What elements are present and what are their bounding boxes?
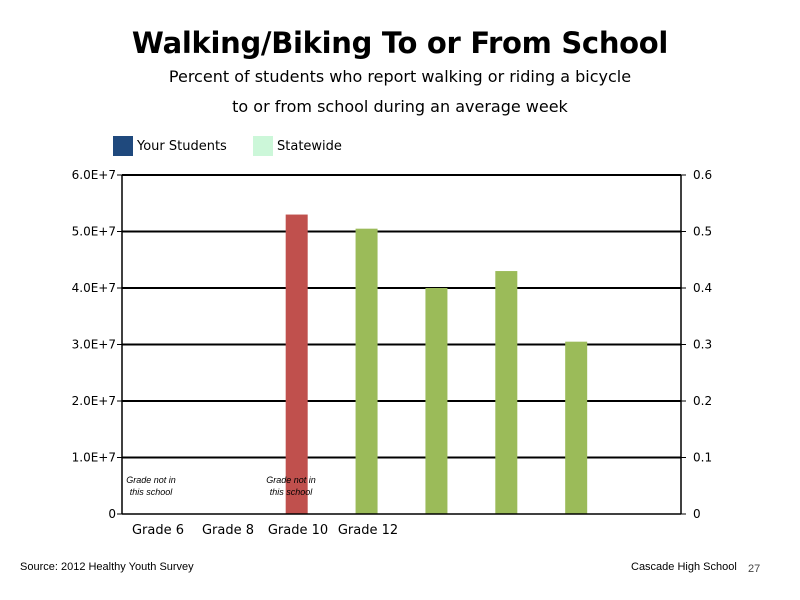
bar bbox=[565, 341, 588, 514]
legend-item-your-students: Your Students bbox=[113, 136, 227, 156]
legend-item-statewide: Statewide bbox=[253, 136, 342, 156]
left-axis-tick-label: 5.0E+7 bbox=[72, 225, 116, 239]
footer-school-name: Cascade High School bbox=[631, 561, 737, 573]
left-axis-tick-label: 6.0E+7 bbox=[72, 168, 116, 182]
chart-subtitle-line-1: Percent of students who report walking o… bbox=[168, 67, 632, 86]
legend-label-your-students: Your Students bbox=[137, 138, 227, 154]
x-axis-category-label: Grade 6 bbox=[132, 523, 184, 538]
x-axis-category-label: Grade 8 bbox=[202, 523, 254, 538]
grade-not-in-school-annotation: this school bbox=[270, 487, 314, 497]
left-axis-tick-label: 2.0E+7 bbox=[72, 394, 116, 408]
right-axis-tick-label: 0.2 bbox=[693, 394, 712, 408]
legend-label-statewide: Statewide bbox=[277, 138, 342, 154]
page-number: 27 bbox=[748, 563, 761, 575]
left-axis-tick-label: 1.0E+7 bbox=[72, 451, 116, 465]
right-axis-tick-label: 0.4 bbox=[693, 281, 712, 295]
grade-not-in-school-annotation: Grade not in bbox=[266, 475, 316, 485]
bar bbox=[425, 288, 448, 514]
right-axis-tick-label: 0.6 bbox=[693, 168, 712, 182]
bar bbox=[495, 271, 518, 514]
right-axis-tick-label: 0 bbox=[693, 507, 701, 521]
footer-source: Source: 2012 Healthy Youth Survey bbox=[20, 561, 194, 573]
right-axis-tick-label: 0.3 bbox=[693, 338, 712, 352]
left-axis-tick-label: 4.0E+7 bbox=[72, 281, 116, 295]
grade-not-in-school-annotation: Grade not in bbox=[126, 475, 176, 485]
x-axis-category-label: Grade 12 bbox=[338, 523, 398, 538]
chart-subtitle-line-2: to or from school during an average week bbox=[232, 97, 568, 116]
x-axis-category-label: Grade 10 bbox=[268, 523, 328, 538]
bar bbox=[355, 228, 378, 515]
grade-not-in-school-annotation: this school bbox=[130, 487, 174, 497]
bar bbox=[285, 214, 308, 515]
chart-title: Walking/Biking To or From School bbox=[131, 26, 669, 60]
legend-swatch-your-students bbox=[113, 136, 133, 156]
left-axis-tick-label: 3.0E+7 bbox=[72, 338, 116, 352]
right-axis-tick-label: 0.5 bbox=[693, 225, 712, 239]
legend-swatch-statewide bbox=[253, 136, 273, 156]
right-axis-tick-label: 0.1 bbox=[693, 451, 712, 465]
left-axis-tick-label: 0 bbox=[108, 507, 116, 521]
